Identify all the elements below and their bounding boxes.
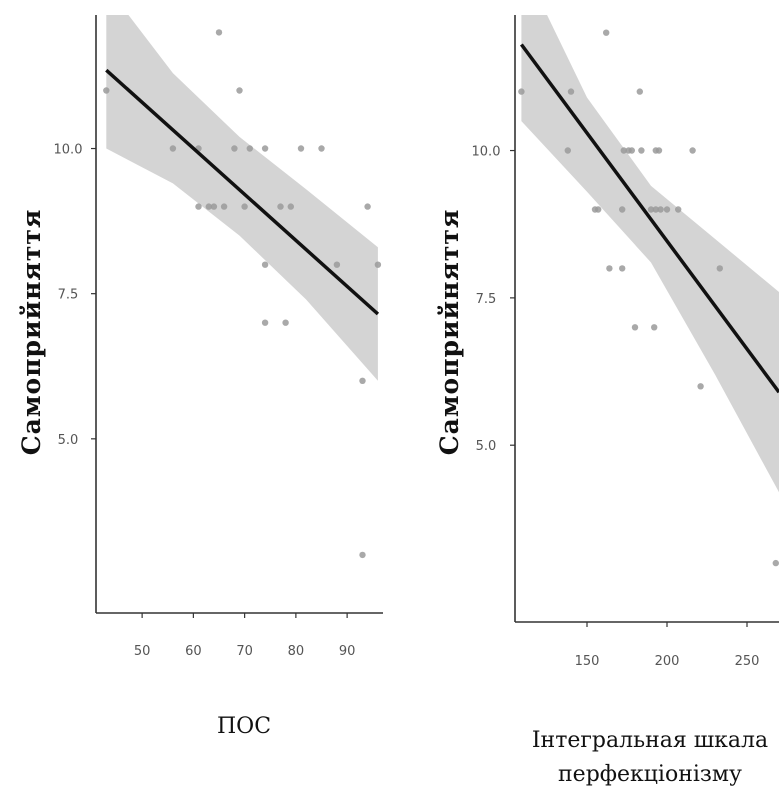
confidence-band-right xyxy=(521,15,779,493)
data-point xyxy=(236,87,243,94)
data-point xyxy=(675,206,682,213)
data-point xyxy=(261,261,269,268)
confidence-band-left xyxy=(106,15,378,381)
x-tick-label: 200 xyxy=(655,654,680,669)
x-tick-label: 250 xyxy=(735,654,760,669)
data-point xyxy=(564,147,571,154)
regression-line-right xyxy=(519,43,779,394)
data-point xyxy=(241,203,248,210)
data-point xyxy=(772,559,779,567)
data-point xyxy=(220,203,228,210)
data-point xyxy=(277,203,284,210)
x-tick-label: 50 xyxy=(134,644,151,659)
y-tick-label: 5.0 xyxy=(476,439,497,454)
y-ticks-left: 5.0 7.5 10.0 xyxy=(54,143,96,448)
data-point xyxy=(364,203,371,210)
data-point xyxy=(333,261,341,268)
x-axis-title-right: Інтегральная шкала перфекціонізму xyxy=(532,728,768,787)
x-ticks-left: 50 60 70 80 90 xyxy=(134,613,356,659)
data-point xyxy=(103,87,110,94)
data-point xyxy=(297,145,305,152)
x-tick-label: 60 xyxy=(185,644,202,659)
data-point xyxy=(210,203,218,210)
data-point xyxy=(716,265,723,272)
data-point xyxy=(603,29,610,36)
data-point xyxy=(215,29,223,36)
data-point xyxy=(631,324,639,331)
data-point xyxy=(697,383,704,390)
data-point xyxy=(374,261,382,268)
data-point xyxy=(619,265,626,272)
data-point xyxy=(636,88,643,95)
data-point xyxy=(652,206,659,213)
data-point xyxy=(195,203,202,210)
data-point xyxy=(638,147,645,154)
data-point xyxy=(689,147,696,154)
y-ticks-right: 5.0 7.5 10.0 xyxy=(472,145,515,454)
data-point xyxy=(606,265,613,272)
data-point xyxy=(567,88,575,95)
x-tick-label: 150 xyxy=(575,654,600,669)
data-point xyxy=(287,203,294,210)
y-tick-label: 10.0 xyxy=(54,143,83,158)
y-axis-title-left: Самоприйняття xyxy=(17,209,46,456)
y-tick-label: 10.0 xyxy=(472,145,501,160)
data-point xyxy=(169,145,177,152)
data-point xyxy=(231,145,238,152)
data-point xyxy=(657,206,664,213)
y-axis-title-right: Самоприйняття xyxy=(435,209,464,456)
y-tick-label: 7.5 xyxy=(58,288,79,303)
data-point xyxy=(595,206,602,213)
points-left xyxy=(103,29,382,559)
data-point xyxy=(518,88,525,95)
data-point xyxy=(628,147,635,154)
data-point xyxy=(282,319,289,326)
x-tick-label: 70 xyxy=(236,644,253,659)
data-point xyxy=(246,145,253,152)
regression-line-left xyxy=(105,68,380,316)
data-point xyxy=(620,147,627,154)
data-point xyxy=(318,145,325,152)
data-point xyxy=(619,206,626,213)
y-tick-label: 7.5 xyxy=(476,292,497,307)
x-axis-title-left: ПОС xyxy=(217,714,271,739)
data-point xyxy=(261,145,269,152)
data-point xyxy=(655,147,663,154)
points-right xyxy=(518,29,779,567)
y-tick-label: 5.0 xyxy=(58,433,79,448)
data-point xyxy=(651,324,658,331)
x-tick-label: 80 xyxy=(288,644,305,659)
panel-right: 5.0 7.5 10.0 150 200 250 Самоприйняття Інтег… xyxy=(435,15,779,787)
panel-left: 5.0 7.5 10.0 50 60 70 80 90 Самоприйняття ПОС xyxy=(17,15,383,739)
data-point xyxy=(205,203,212,210)
data-point xyxy=(359,377,366,384)
x-tick-label: 90 xyxy=(339,644,356,659)
data-point xyxy=(663,206,671,213)
data-point xyxy=(261,319,269,326)
data-point xyxy=(647,206,655,213)
data-point xyxy=(359,551,366,559)
x-ticks-right: 150 200 250 xyxy=(575,622,760,669)
